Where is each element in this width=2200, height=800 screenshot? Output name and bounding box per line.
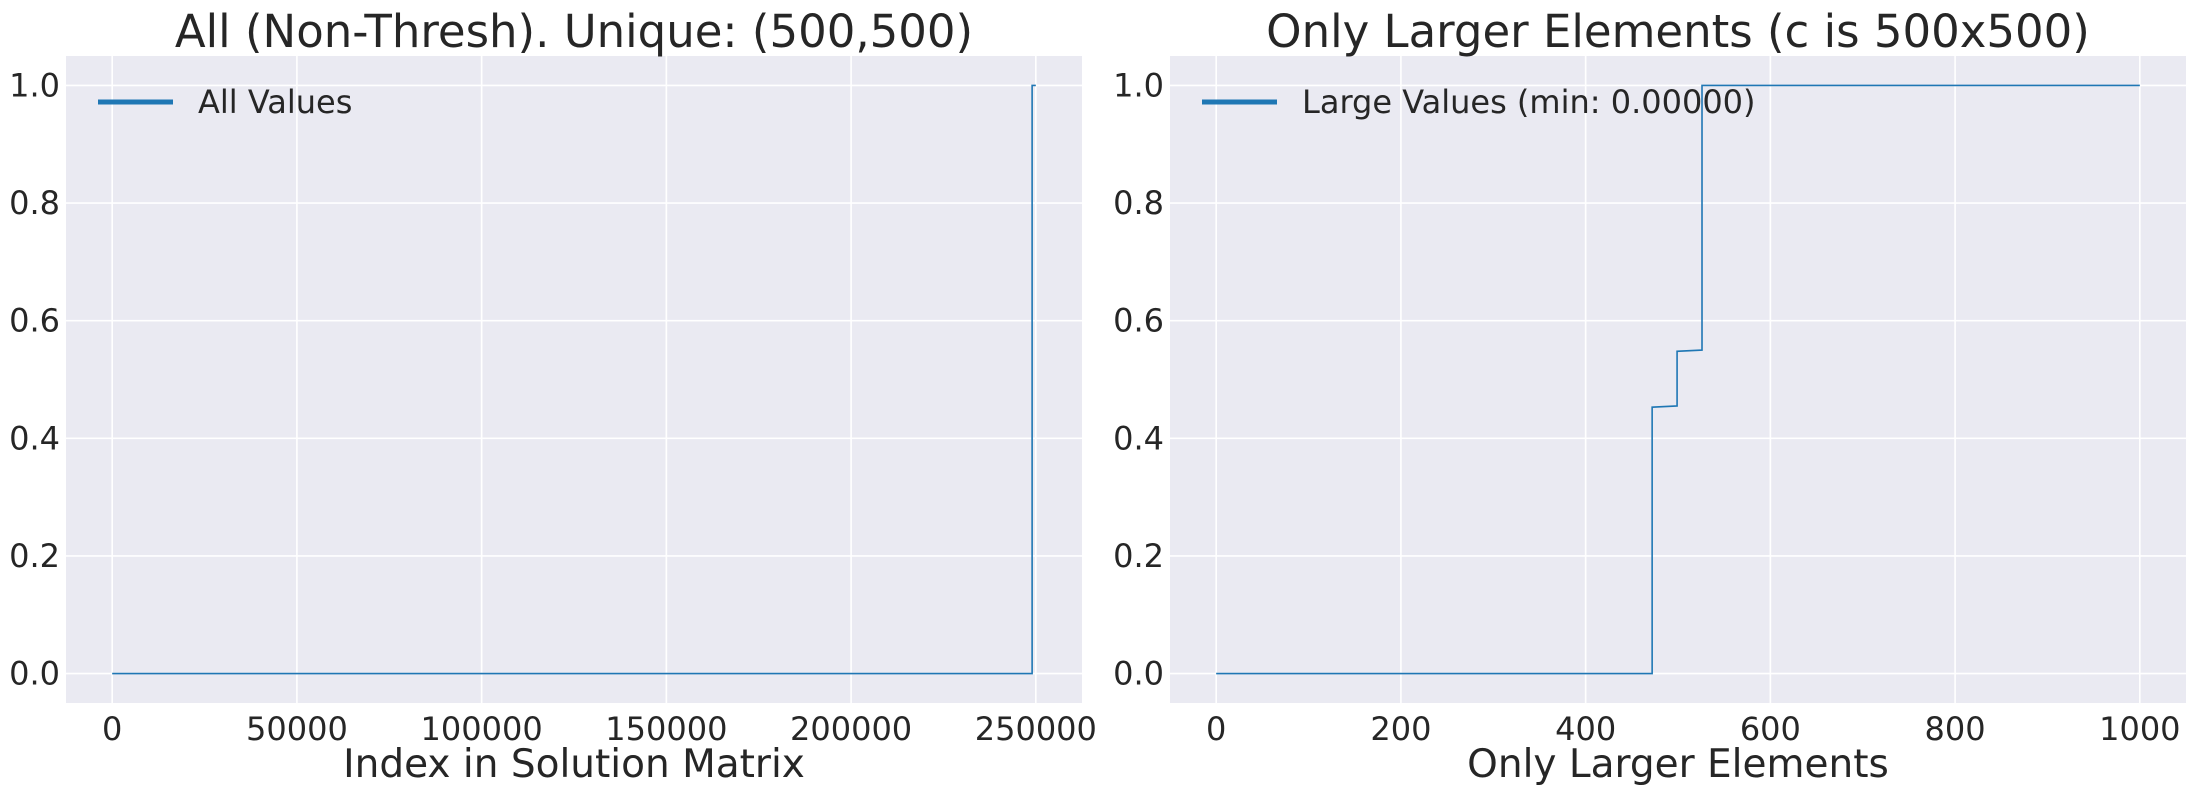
y-tick-label: 0.8 bbox=[9, 184, 60, 222]
series-line-1 bbox=[1216, 84, 2140, 675]
x-tick-label: 0 bbox=[102, 710, 122, 748]
x-tick-label: 200 bbox=[1370, 710, 1431, 748]
x-tick-label: 250000 bbox=[975, 710, 1097, 748]
x-tick-label: 800 bbox=[1925, 710, 1986, 748]
y-tick-label: 0.2 bbox=[9, 537, 60, 575]
y-tick-label: 0.6 bbox=[9, 302, 60, 340]
y-tick-label: 0.0 bbox=[9, 655, 60, 693]
plot-area-1 bbox=[66, 56, 1082, 703]
chart-panel-1: 0 50000 100000 150000 200000 250000 0.0 0.2 0.4 0… bbox=[9, 5, 1097, 787]
legend-label: All Values bbox=[198, 83, 352, 121]
y-tick-label: 1.0 bbox=[9, 66, 60, 104]
y-tick-label: 0.6 bbox=[1113, 302, 1164, 340]
x-tick-label: 50000 bbox=[246, 710, 348, 748]
chart-title: All (Non-Thresh). Unique: (500,500) bbox=[175, 5, 973, 58]
x-tick-label: 1000 bbox=[2099, 710, 2180, 748]
chart-title: Only Larger Elements (c is 500x500) bbox=[1266, 5, 2090, 58]
x-axis-label: Only Larger Elements bbox=[1467, 742, 1889, 787]
x-tick-label: 200000 bbox=[790, 710, 912, 748]
y-tick-label: 0.4 bbox=[9, 419, 60, 457]
x-tick-label: 150000 bbox=[605, 710, 727, 748]
x-tick-label: 400 bbox=[1555, 710, 1616, 748]
y-tick-label: 0.0 bbox=[1113, 655, 1164, 693]
plot-area-2 bbox=[1170, 56, 2186, 703]
y-tick-label: 0.2 bbox=[1113, 537, 1164, 575]
x-tick-label: 0 bbox=[1206, 710, 1226, 748]
series-line-1 bbox=[112, 84, 1036, 675]
y-tick-label: 1.0 bbox=[1113, 66, 1164, 104]
chart-panel-2: 0 200 400 600 800 1000 0.0 0.2 0.4 0.6 0.8 1.0 Large… bbox=[1113, 5, 2186, 787]
legend-label: Large Values (min: 0.00000) bbox=[1302, 83, 1756, 121]
x-axis-label: Index in Solution Matrix bbox=[343, 742, 805, 787]
x-tick-label: 600 bbox=[1740, 710, 1801, 748]
y-tick-label: 0.8 bbox=[1113, 184, 1164, 222]
y-tick-label: 0.4 bbox=[1113, 419, 1164, 457]
x-tick-label: 100000 bbox=[421, 710, 543, 748]
